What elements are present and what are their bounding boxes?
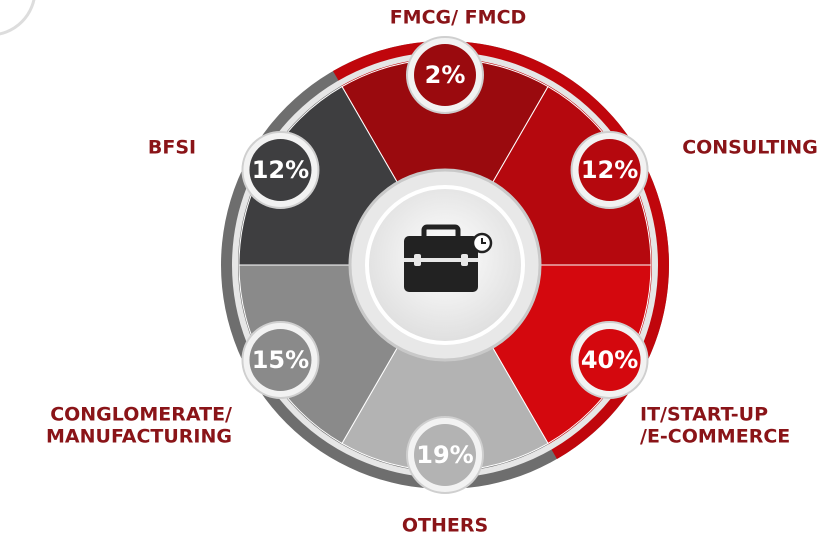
badge bbox=[414, 44, 476, 106]
badge-value: 19% bbox=[416, 441, 473, 469]
segment-label: OTHERS bbox=[402, 515, 488, 537]
corner-decoration bbox=[0, 0, 36, 36]
badge bbox=[249, 139, 312, 201]
segment-label: /E-COMMERCE bbox=[640, 426, 790, 448]
badge-value: 40% bbox=[581, 346, 638, 374]
center bbox=[348, 168, 542, 362]
segment-label: MANUFACTURING bbox=[46, 426, 232, 448]
badge bbox=[249, 329, 312, 391]
badge bbox=[414, 424, 476, 486]
segment-label: CONSULTING bbox=[682, 137, 818, 159]
segment-label: FMCG/ FMCD bbox=[390, 7, 527, 29]
labels: FMCG/ FMCD CONSULTING IT/START-UP/E-COMMER… bbox=[46, 7, 818, 537]
badge-value: 15% bbox=[252, 346, 309, 374]
badge-value: 2% bbox=[425, 61, 466, 89]
segment-label: CONGLOMERATE/ bbox=[50, 404, 232, 426]
badge bbox=[578, 139, 641, 201]
briefcase-icon bbox=[404, 224, 493, 292]
segment-label: BFSI bbox=[148, 137, 196, 159]
badges: 2% 12% 40% 19% 15% 12% bbox=[241, 36, 649, 494]
badge-value: 12% bbox=[581, 156, 638, 184]
badge bbox=[578, 329, 641, 391]
segment-label: IT/START-UP bbox=[640, 404, 768, 426]
badge-value: 12% bbox=[252, 156, 309, 184]
